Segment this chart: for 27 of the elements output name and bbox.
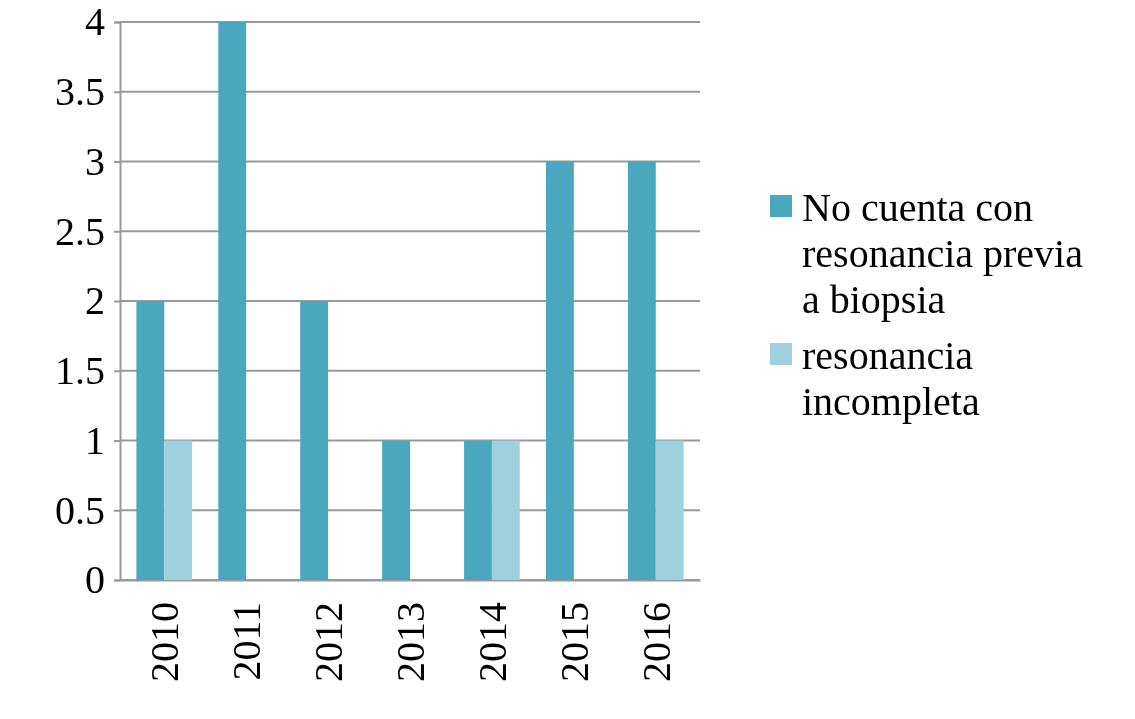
y-tick-label: 0	[85, 557, 105, 603]
x-tick-label: 2015	[551, 602, 597, 682]
x-tick-label: 2010	[142, 602, 188, 682]
x-tick-label: 2014	[469, 602, 515, 682]
y-tick-label: 1.5	[55, 348, 105, 394]
x-tick-label: 2011	[224, 602, 270, 681]
y-tick-label: 4	[85, 0, 105, 45]
bar	[491, 440, 520, 580]
y-tick-label: 2.5	[55, 208, 105, 254]
y-tick-label: 1	[85, 417, 105, 463]
bar	[164, 440, 193, 580]
bar	[464, 440, 492, 580]
bar	[655, 440, 684, 580]
bar	[382, 440, 410, 580]
y-tick-label: 2	[85, 278, 105, 324]
bar	[218, 22, 247, 580]
bar	[627, 161, 656, 580]
x-tick-label: 2016	[633, 602, 679, 682]
legend-label: resonancia incompleta	[802, 333, 980, 424]
bar	[300, 301, 329, 580]
x-tick-label: 2013	[388, 602, 433, 682]
y-tick-label: 3	[85, 138, 105, 184]
x-tick-label: 2012	[306, 602, 352, 682]
y-tick-label: 3.5	[55, 69, 105, 115]
bar	[545, 161, 574, 580]
y-tick-label: 0.5	[55, 487, 105, 533]
bar	[136, 301, 165, 580]
